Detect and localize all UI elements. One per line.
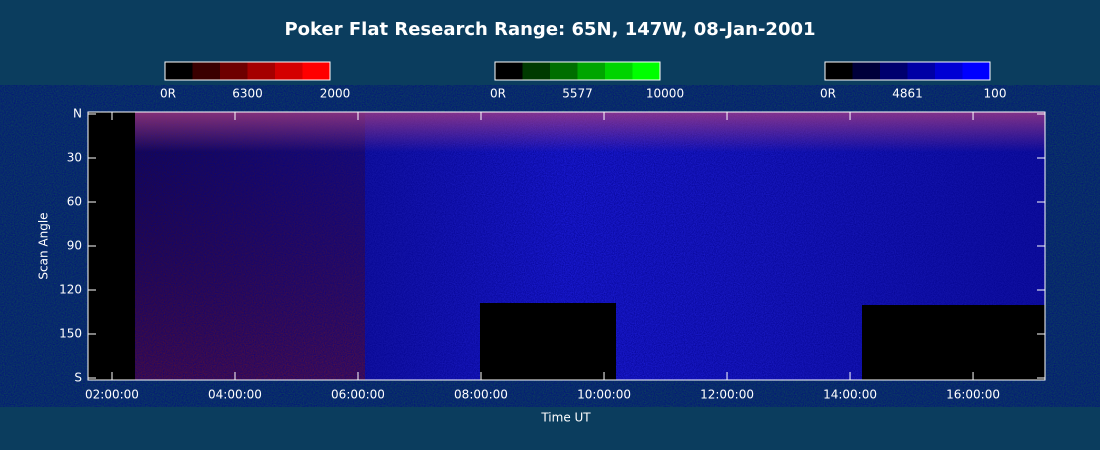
colorbar-min-label: 0R <box>820 87 836 101</box>
colorbar-frame <box>824 61 991 81</box>
colorbar-swatch <box>632 62 660 80</box>
y-tick-label: 90 <box>67 239 82 253</box>
colorbar-swatch <box>935 62 963 80</box>
colorbar-swatch <box>495 62 523 80</box>
colorbar-swatch <box>247 62 275 80</box>
colorbar-swatch <box>962 62 990 80</box>
colorbar-swatch <box>605 62 633 80</box>
colorbar-swatch <box>275 62 303 80</box>
colorbar-frame <box>164 61 331 81</box>
colorbar-swatch <box>220 62 248 80</box>
colorbar-swatch <box>907 62 935 80</box>
colorbar-swatch <box>302 62 330 80</box>
colorbar-swatch <box>192 62 220 80</box>
y-tick-label: N <box>73 107 82 121</box>
colorbar-min-label: 0R <box>160 87 176 101</box>
colorbar-swatch <box>577 62 605 80</box>
x-tick-label: 06:00:00 <box>331 388 385 402</box>
x-tick-label: 08:00:00 <box>454 388 508 402</box>
x-tick-label: 12:00:00 <box>700 388 754 402</box>
colorbar-swatch <box>852 62 880 80</box>
colorbar-swatch <box>880 62 908 80</box>
y-tick-label: 60 <box>67 195 82 209</box>
x-tick-label: 02:00:00 <box>85 388 139 402</box>
x-tick-label: 10:00:00 <box>577 388 631 402</box>
colorbar-swatch <box>522 62 550 80</box>
x-tick-label: 04:00:00 <box>208 388 262 402</box>
colorbar-name: 4861 <box>892 87 923 101</box>
colorbar-min-label: 0R <box>490 87 506 101</box>
y-tick-label: S <box>74 371 82 385</box>
keogram-image <box>88 112 1045 380</box>
colorbar-name: 6300 <box>232 87 263 101</box>
x-tick-label: 14:00:00 <box>823 388 877 402</box>
colorbar-max-label: 100 <box>984 87 1007 101</box>
y-tick-label: 120 <box>59 283 82 297</box>
y-tick-label: 150 <box>59 327 82 341</box>
chart-title: Poker Flat Research Range: 65N, 147W, 08… <box>284 19 815 40</box>
y-tick-label: 30 <box>67 151 82 165</box>
colorbar-swatch <box>825 62 853 80</box>
colorbar-max-label: 2000 <box>320 87 351 101</box>
colorbar-name: 5577 <box>562 87 593 101</box>
colorbar-max-label: 10000 <box>646 87 684 101</box>
colorbar-swatch <box>165 62 193 80</box>
colorbar-frame <box>494 61 661 81</box>
y-axis-label: Scan Angle <box>37 212 51 279</box>
x-axis-label: Time UT <box>540 411 591 425</box>
x-tick-label: 16:00:00 <box>946 388 1000 402</box>
colorbar-swatch <box>550 62 578 80</box>
